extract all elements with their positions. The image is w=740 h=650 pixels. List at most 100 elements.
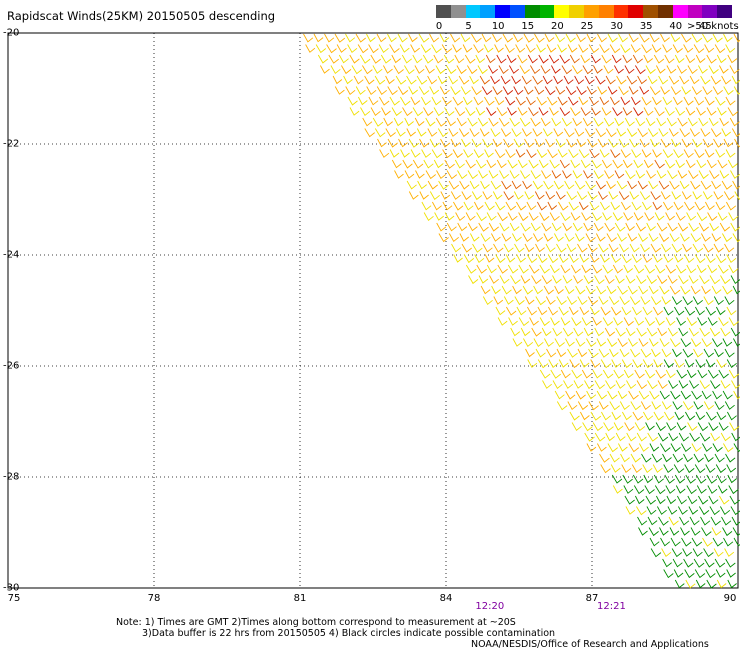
wind-barb [558,254,569,263]
wind-barb [605,432,615,442]
wind-barb [523,33,535,43]
wind-barb [513,86,524,95]
wind-barb [681,191,692,200]
wind-barb [725,149,736,158]
wind-barb [619,348,630,358]
wind-barb [452,149,463,159]
legend-label: 35 [639,21,653,32]
wind-barb [486,212,497,221]
wind-barb [679,128,690,138]
wind-barb [707,485,718,494]
wind-barb [560,317,571,326]
wind-barb [657,327,668,337]
wind-barb [416,75,428,85]
wind-barb [568,254,579,263]
wind-barb [679,180,690,190]
wind-barb [720,506,731,515]
wind-barb [711,285,722,295]
legend-unit: >50 knots [687,21,739,32]
wind-barb [651,453,663,463]
wind-barb [682,401,694,411]
wind-barb [637,180,648,190]
wind-barb [513,138,525,148]
wind-barb [596,390,608,400]
wind-barb [565,390,576,400]
wind-barb [608,191,619,200]
wind-barb [727,54,738,64]
wind-barb [404,170,415,179]
wind-barb [389,96,400,106]
wind-barb [519,117,531,127]
wind-barb [591,107,601,116]
wind-barb [663,569,674,579]
wind-barb [684,201,695,211]
wind-barb [675,212,686,221]
wind-barb [655,422,666,432]
wind-barb [394,170,404,179]
wind-barb [701,390,712,400]
wind-barb [692,138,703,148]
wind-barb [626,432,637,442]
wind-barb [550,369,561,379]
wind-barb [408,33,418,43]
wind-barb [707,212,718,222]
wind-barb [395,128,406,137]
wind-barb [646,222,656,232]
wind-barb [476,212,487,222]
wind-barb [615,432,626,442]
wind-barb [435,65,446,75]
wind-barb [704,453,714,463]
wind-barb [412,159,424,169]
wind-barb [695,359,706,369]
wind-barb [723,537,734,547]
wind-barb [501,233,512,242]
wind-barb [688,506,699,515]
wind-barb [621,254,632,264]
wind-barb [717,212,728,221]
wind-barb [461,191,472,201]
wind-barb [680,285,691,295]
wind-barb [497,317,508,326]
wind-barb [679,516,690,526]
wind-barb [527,359,538,368]
wind-barb [604,327,616,337]
wind-barb [671,548,683,558]
wind-barb [549,107,559,116]
wind-barb [682,348,694,358]
wind-barb [673,201,684,211]
wind-barb [471,138,482,148]
wind-barb [672,453,683,463]
wind-barb [351,65,363,75]
wind-barb [334,33,346,43]
wind-barb [359,54,371,64]
wind-barb [614,222,626,232]
wind-barb [488,170,499,179]
wind-barbs [303,33,740,589]
wind-barb [448,75,459,85]
wind-barb [648,285,659,295]
wind-barb [360,107,371,116]
wind-barb [492,33,502,43]
wind-barb [372,65,383,74]
wind-barb [712,86,723,95]
wind-barb [451,243,462,253]
wind-barb [642,201,652,211]
wind-barb [423,212,434,221]
wind-barb [622,411,632,421]
wind-barb [529,317,539,326]
wind-barb [720,432,731,442]
wind-barb [702,191,713,200]
wind-barb [633,264,645,274]
wind-barb [520,170,531,179]
wind-barb [638,390,650,400]
wind-barb [692,191,702,200]
wind-barb [502,86,514,96]
wind-barb [557,44,567,53]
wind-barb [438,180,449,190]
wind-barb [385,75,395,85]
wind-barb [692,243,704,253]
map-title: Rapidscat Winds(25KM) 20150505 descendin… [7,9,276,23]
wind-barb [631,96,641,106]
wind-barb [676,317,686,326]
wind-barb [618,443,628,452]
